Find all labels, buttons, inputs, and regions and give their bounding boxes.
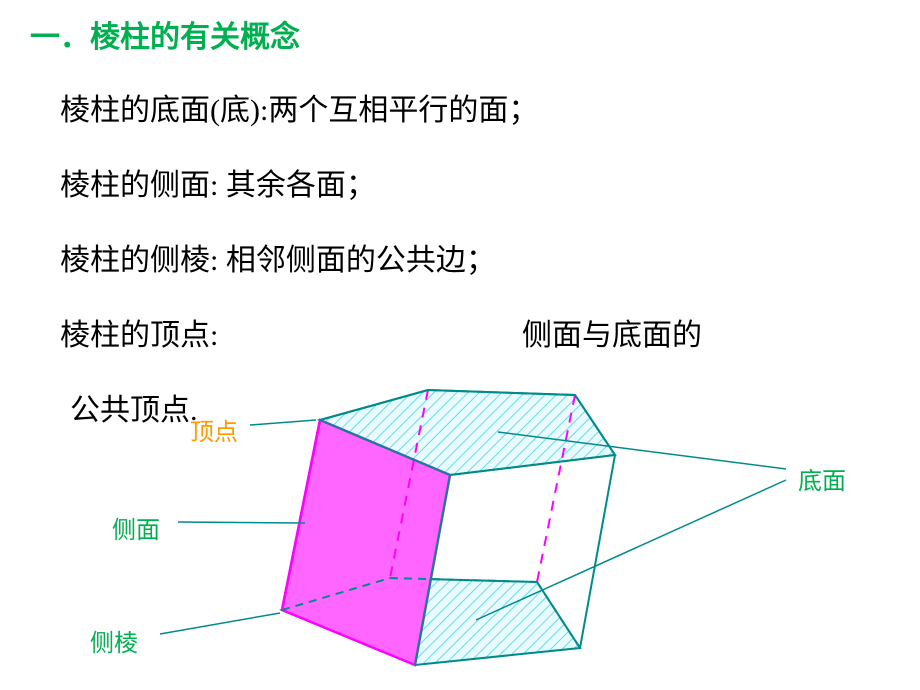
label-base: 底面 bbox=[798, 461, 846, 496]
edge-3 bbox=[580, 455, 615, 648]
label-side-face: 侧面 bbox=[112, 510, 160, 545]
label-vertex: 顶点 bbox=[190, 412, 238, 447]
prism-diagram bbox=[0, 0, 920, 690]
callout-base-bottom bbox=[476, 480, 786, 620]
callout-side-face bbox=[178, 522, 305, 523]
callout-vertex bbox=[250, 420, 316, 425]
callout-side-edge bbox=[160, 613, 280, 634]
label-side-edge: 侧棱 bbox=[90, 623, 138, 658]
